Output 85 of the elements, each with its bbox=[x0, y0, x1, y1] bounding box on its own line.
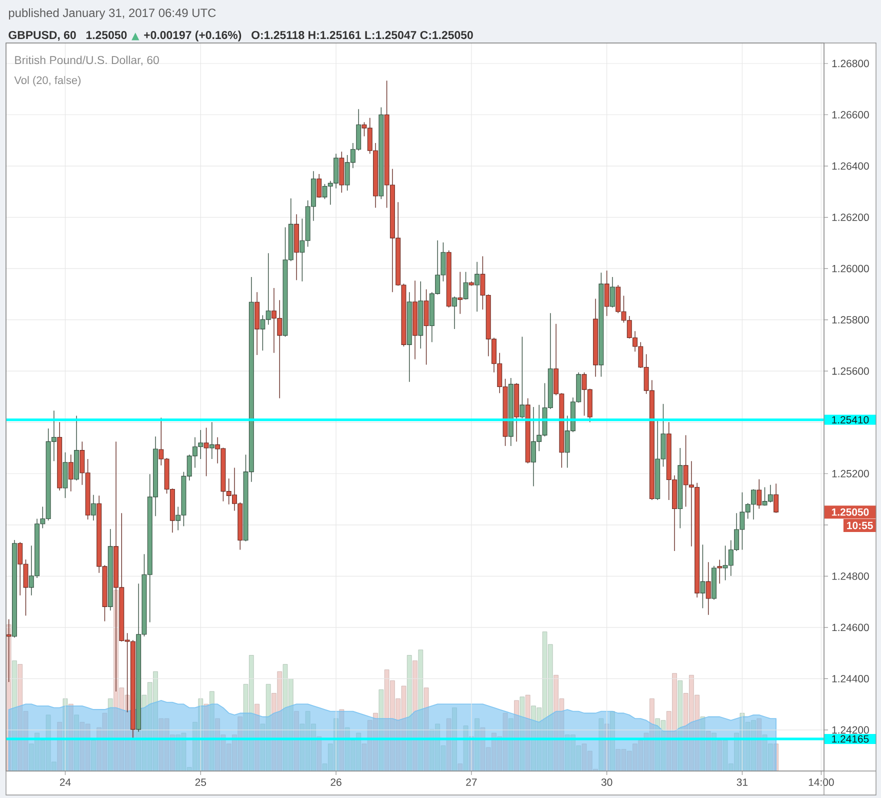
candlestick bbox=[520, 336, 525, 419]
text: ▲ bbox=[132, 32, 140, 40]
bar bbox=[91, 740, 96, 772]
bar bbox=[452, 708, 457, 772]
bar bbox=[458, 764, 463, 772]
text: published January 31, 2017 06:49 UTC bbox=[8, 8, 216, 20]
x-tick-label: 26 bbox=[330, 778, 342, 786]
candlestick bbox=[90, 494, 96, 521]
ref-line-label: 1.25410 bbox=[832, 416, 869, 424]
y-tick-label: 1.25200 bbox=[832, 470, 869, 478]
candlestick bbox=[452, 296, 457, 330]
bar bbox=[406, 655, 412, 772]
bar bbox=[525, 694, 530, 772]
bar bbox=[514, 700, 519, 772]
y-tick-label: 1.24400 bbox=[832, 675, 869, 682]
x-tick-label: 30 bbox=[601, 778, 612, 786]
bar bbox=[598, 718, 604, 772]
bar bbox=[717, 740, 722, 772]
candlestick bbox=[756, 478, 762, 510]
bar bbox=[412, 660, 418, 772]
bar bbox=[712, 732, 716, 772]
x-tick-label: 27 bbox=[466, 778, 477, 786]
bar bbox=[204, 704, 209, 772]
x-tick-label: 24 bbox=[60, 778, 71, 786]
bar bbox=[316, 736, 322, 772]
bar bbox=[678, 680, 683, 772]
bar bbox=[6, 624, 12, 772]
candlestick bbox=[706, 562, 711, 616]
bar bbox=[108, 698, 113, 772]
bar bbox=[756, 718, 762, 772]
y-tick-label: 1.26600 bbox=[832, 111, 869, 118]
candlestick bbox=[774, 483, 779, 514]
candlestick bbox=[68, 454, 74, 492]
bar bbox=[474, 718, 480, 772]
y-tick-label: 1.26400 bbox=[832, 162, 869, 170]
bar bbox=[254, 704, 260, 772]
y-tick-label: 1.26000 bbox=[832, 264, 869, 272]
chart-title: GBPUSD, 60 bbox=[8, 30, 76, 41]
x-tick-label: 25 bbox=[195, 778, 206, 786]
bar bbox=[68, 704, 74, 772]
candlestick bbox=[717, 559, 722, 584]
chart-title: Vol (20, false) bbox=[14, 76, 81, 86]
y-tick-label: 1.26800 bbox=[832, 60, 869, 68]
x-tick-label: 14:00 bbox=[808, 778, 834, 786]
y-tick-label: 1.26200 bbox=[832, 214, 869, 221]
bar bbox=[706, 731, 711, 772]
candlestick bbox=[458, 272, 463, 314]
y-tick-label: 1.25800 bbox=[832, 316, 869, 324]
y-tick-label: 1.24200 bbox=[832, 726, 869, 734]
bar bbox=[418, 650, 424, 772]
bar bbox=[74, 714, 79, 772]
bar bbox=[520, 696, 525, 772]
bar bbox=[210, 691, 214, 772]
bar bbox=[774, 744, 778, 772]
candlestick bbox=[463, 272, 468, 300]
bar bbox=[446, 718, 452, 772]
text: +0.00197 (+0.16%) bbox=[144, 30, 242, 42]
text: British Pound/U.S. Dollar, 60 bbox=[15, 56, 159, 66]
y-tick-label: 1.24600 bbox=[832, 624, 869, 632]
ref-line-label: 1.24165 bbox=[832, 735, 869, 743]
bar bbox=[463, 726, 468, 772]
candlestick bbox=[316, 174, 322, 198]
bar bbox=[339, 709, 344, 772]
bar bbox=[424, 688, 429, 772]
bar bbox=[700, 716, 706, 772]
candlestick bbox=[604, 270, 610, 316]
candlestick bbox=[610, 276, 615, 308]
y-tick-label: 1.25600 bbox=[832, 367, 869, 375]
text: 10:55 bbox=[847, 522, 873, 530]
bar bbox=[57, 722, 62, 772]
candlestick bbox=[700, 544, 706, 609]
bar bbox=[12, 660, 17, 772]
text: 1.25050 bbox=[832, 508, 869, 516]
candlestick bbox=[209, 422, 214, 460]
bar bbox=[508, 718, 514, 772]
text: 1.25050 bbox=[86, 30, 127, 40]
bar bbox=[62, 698, 68, 772]
text: O:1.25118 H:1.25161 L:1.25047 C:1.25050 bbox=[252, 30, 473, 40]
x-tick-label: 31 bbox=[736, 778, 748, 786]
bar bbox=[610, 711, 615, 772]
candlestick bbox=[474, 262, 480, 312]
bar bbox=[378, 689, 384, 772]
candlestick bbox=[204, 427, 209, 477]
bar bbox=[294, 711, 299, 772]
y-tick-label: 1.24800 bbox=[832, 572, 869, 580]
